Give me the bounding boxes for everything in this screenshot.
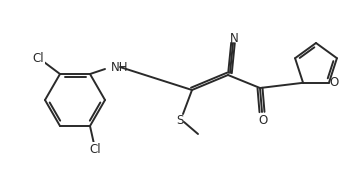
Text: Cl: Cl — [89, 144, 101, 156]
Text: S: S — [176, 113, 184, 127]
Text: O: O — [329, 76, 339, 89]
Text: O: O — [258, 115, 268, 127]
Text: N: N — [229, 32, 238, 44]
Text: Cl: Cl — [32, 52, 44, 65]
Text: NH: NH — [111, 61, 129, 73]
